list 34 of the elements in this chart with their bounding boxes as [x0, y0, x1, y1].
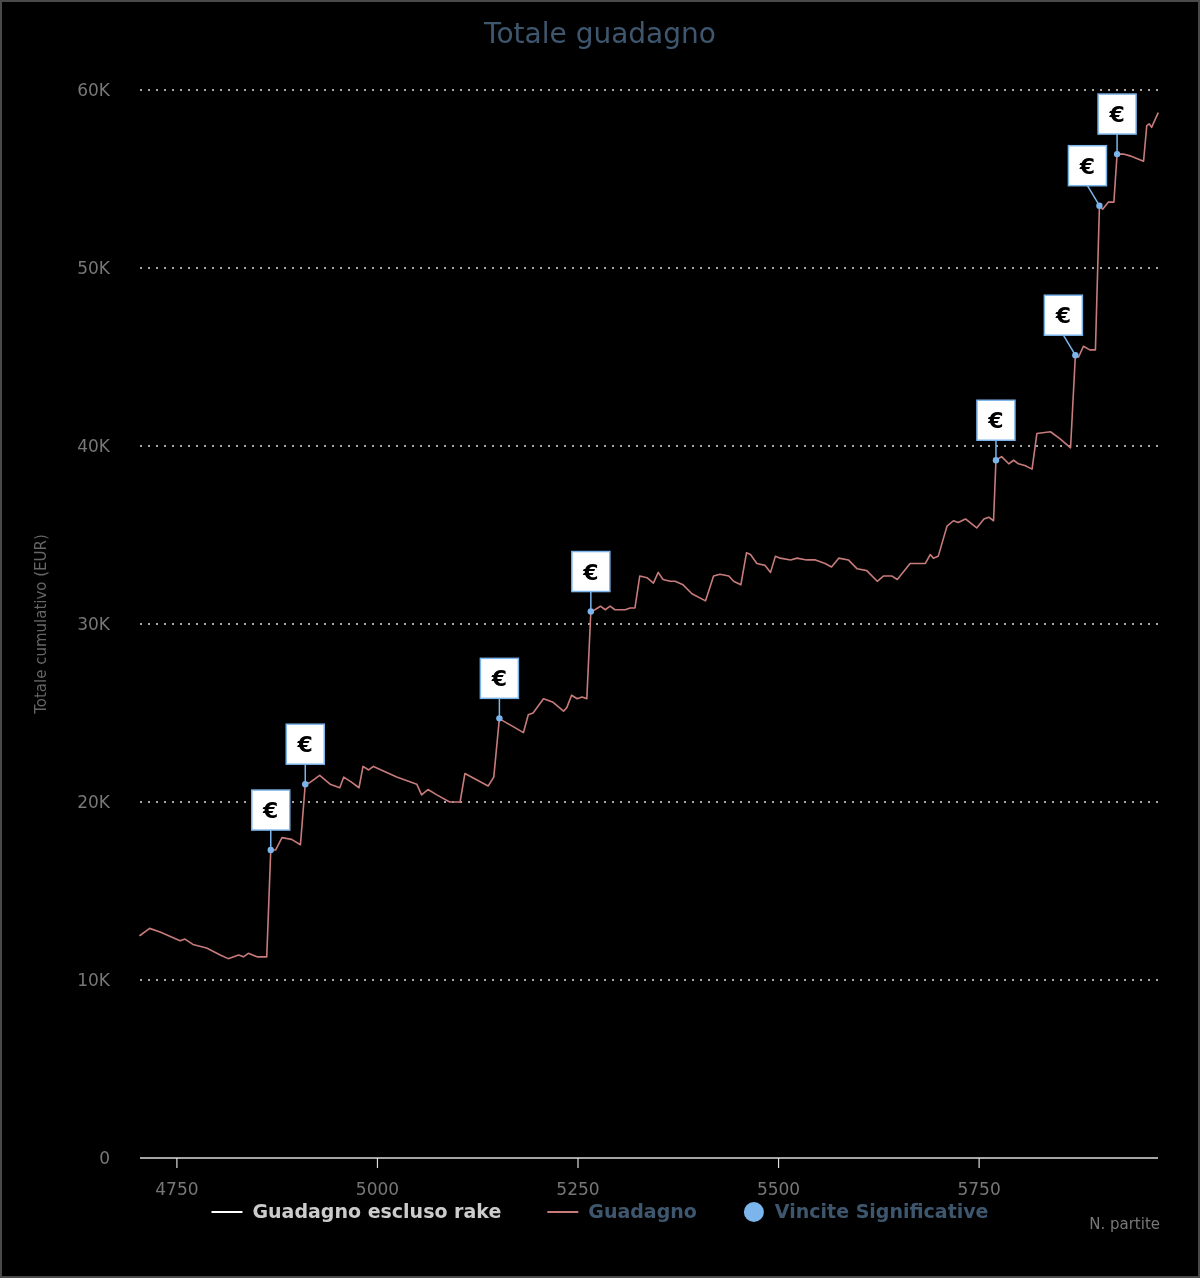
- annotation: €: [1108, 102, 1125, 128]
- y-tick-label: 0: [99, 1148, 110, 1168]
- x-tick-label: 5750: [957, 1179, 1001, 1199]
- x-tick-label: 5250: [556, 1179, 600, 1199]
- y-tick-label: 40K: [77, 436, 111, 456]
- annotation: €: [262, 798, 279, 824]
- point: [1113, 150, 1121, 158]
- legend-label: Guadagno escluso rake: [252, 1200, 502, 1222]
- point: [267, 846, 274, 854]
- point: [587, 608, 595, 615]
- chart-title: Totale guadagno: [483, 17, 716, 50]
- point: [992, 457, 1000, 464]
- annotation: €: [296, 732, 313, 758]
- x-axis-title: N. partite: [1089, 1215, 1160, 1233]
- y-tick-label: 60K: [77, 80, 111, 100]
- point: [1072, 352, 1079, 359]
- x-tick-label: 4750: [155, 1179, 199, 1199]
- y-tick-label: 50K: [77, 258, 111, 278]
- x-tick-label: 5500: [756, 1179, 801, 1199]
- y-tick-label: 20K: [77, 792, 111, 812]
- y-tick-label: 10K: [77, 970, 111, 990]
- annotation: €: [1054, 303, 1072, 329]
- y-tick-label: 30K: [77, 614, 111, 634]
- point: [496, 715, 503, 722]
- annotation: €: [490, 666, 508, 692]
- point: [302, 781, 309, 788]
- legend-label: Guadagno: [588, 1200, 697, 1222]
- point: [1096, 202, 1103, 209]
- annotation: €: [987, 408, 1004, 434]
- legend-label: Vincite Significative: [774, 1200, 989, 1222]
- y-axis-title: Totale cumulativo (EUR): [32, 534, 50, 715]
- annotation: €: [582, 559, 599, 585]
- x-tick-label: 5000: [355, 1179, 400, 1199]
- annotation: €: [1078, 153, 1096, 179]
